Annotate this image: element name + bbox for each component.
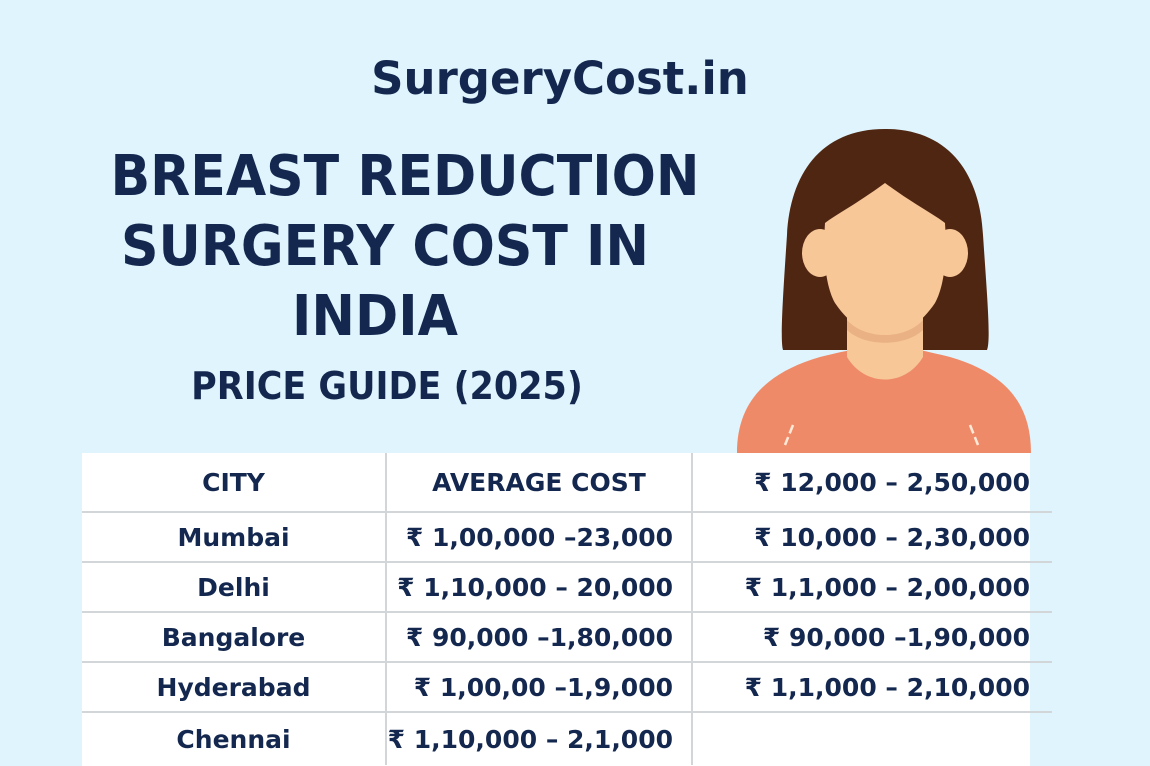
- face: [824, 183, 946, 335]
- cell-average-cost: ₹ 90,000 –1,80,000: [386, 612, 693, 663]
- cell-city: Mumbai: [82, 512, 387, 563]
- neck-shadow: [847, 320, 923, 343]
- cell-range: [692, 712, 1052, 765]
- cell-range: ₹ 1,1,000 – 2,00,000: [692, 562, 1052, 613]
- seam-right: [968, 424, 980, 446]
- title-line-3: INDIA: [292, 284, 458, 349]
- cell-range: ₹ 10,000 – 2,30,000: [692, 512, 1052, 563]
- cell-range: ₹ 90,000 –1,90,000: [692, 612, 1052, 663]
- table-row: Hyderabad ₹ 1,00,00 –1,9,000 ₹ 1,1,000 –…: [82, 662, 1052, 713]
- table-row: Delhi ₹ 1,10,000 – 20,000 ₹ 1,1,000 – 2,…: [82, 562, 1052, 613]
- cell-city: Bangalore: [82, 612, 387, 663]
- cell-city: Delhi: [82, 562, 387, 613]
- cost-table: CITY AVERAGE COST ₹ 12,000 – 2,50,000 Mu…: [82, 453, 1052, 766]
- header-range: ₹ 12,000 – 2,50,000: [692, 453, 1052, 513]
- seam-left: [783, 424, 795, 446]
- cell-city: Chennai: [82, 712, 387, 765]
- shirt: [737, 347, 1031, 453]
- cell-average-cost: ₹ 1,00,00 –1,9,000: [386, 662, 693, 713]
- woman-avatar-icon: [737, 129, 1031, 453]
- brand-logo-text: SurgeryCost.in: [371, 52, 749, 105]
- subtitle: PRICE GUIDE (2025): [191, 364, 583, 408]
- cell-average-cost: ₹ 1,10,000 – 20,000: [386, 562, 693, 613]
- cell-average-cost: ₹ 1,10,000 – 2,1,000: [386, 712, 693, 765]
- title-line-2: SURGERY COST IN: [121, 214, 649, 279]
- page-title: BREAST REDUCTION SURGERY COST IN INDIA P…: [60, 142, 750, 414]
- table-row: Chennai ₹ 1,10,000 – 2,1,000: [82, 712, 1052, 765]
- header-average-cost: AVERAGE COST: [386, 453, 693, 513]
- table-row: Bangalore ₹ 90,000 –1,80,000 ₹ 90,000 –1…: [82, 612, 1052, 663]
- cell-city: Hyderabad: [82, 662, 387, 713]
- title-line-1: BREAST REDUCTION: [110, 144, 700, 209]
- cell-range: ₹ 1,1,000 – 2,10,000: [692, 662, 1052, 713]
- cell-average-cost: ₹ 1,00,000 –23,000: [386, 512, 693, 563]
- cost-table-grid: CITY AVERAGE COST ₹ 12,000 – 2,50,000 Mu…: [82, 453, 1052, 765]
- table-header-row: CITY AVERAGE COST ₹ 12,000 – 2,50,000: [82, 453, 1052, 513]
- header-city: CITY: [82, 453, 387, 513]
- table-row: Mumbai ₹ 1,00,000 –23,000 ₹ 10,000 – 2,3…: [82, 512, 1052, 563]
